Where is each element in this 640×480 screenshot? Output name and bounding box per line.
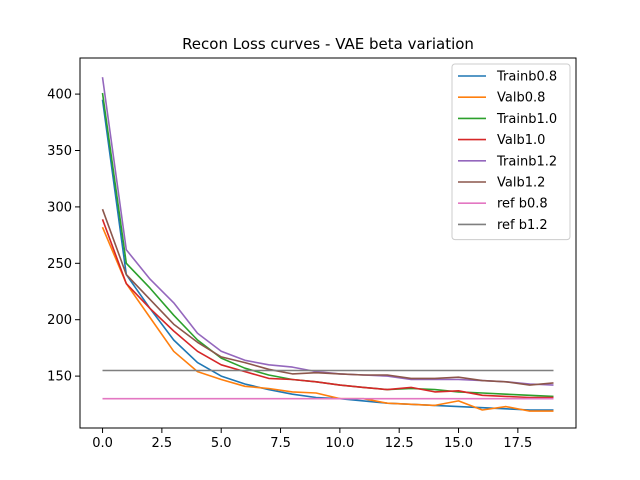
y-tick-label: 350 [47,144,72,159]
legend-label: Valb1.2 [497,176,545,191]
x-tick-label: 15.0 [444,436,473,451]
y-tick-label: 250 [47,257,72,272]
legend-label: ref b1.2 [497,218,548,233]
y-tick-label: 150 [47,370,72,385]
legend: Trainb0.8 Valb0.8 Trainb1.0 Valb1.0 Trainb1.… [451,63,571,241]
series-line [101,208,554,386]
x-tick-label: 0.0 [92,436,113,451]
x-tick-label: 10.0 [325,436,354,451]
legend-frame [451,63,571,241]
chart-title: Recon Loss curves - VAE beta variation [182,35,474,53]
x-tick-label: 2.5 [152,436,173,451]
x-tick-label: 5.0 [211,436,232,451]
x-axis: 0.0 2.5 5.0 7.5 10.0 12.5 15.0 17.5 [92,428,532,451]
y-tick-label: 200 [47,313,72,328]
y-tick-label: 400 [47,88,72,103]
y-tick-label: 300 [47,200,72,215]
legend-label: Trainb1.2 [496,154,557,169]
legend-label: Trainb0.8 [496,70,557,85]
x-tick-label: 17.5 [503,436,532,451]
series-lines [101,77,554,412]
y-axis: 150 200 250 300 350 400 [47,88,80,385]
x-tick-label: 12.5 [385,436,414,451]
x-tick-label: 7.5 [270,436,291,451]
legend-label: ref b0.8 [497,197,548,212]
legend-label: Valb1.0 [497,133,545,148]
series-line [101,219,554,399]
series-line [101,226,554,412]
legend-label: Valb0.8 [497,91,545,106]
legend-label: Trainb1.0 [496,112,557,127]
plot-frame [79,57,577,429]
